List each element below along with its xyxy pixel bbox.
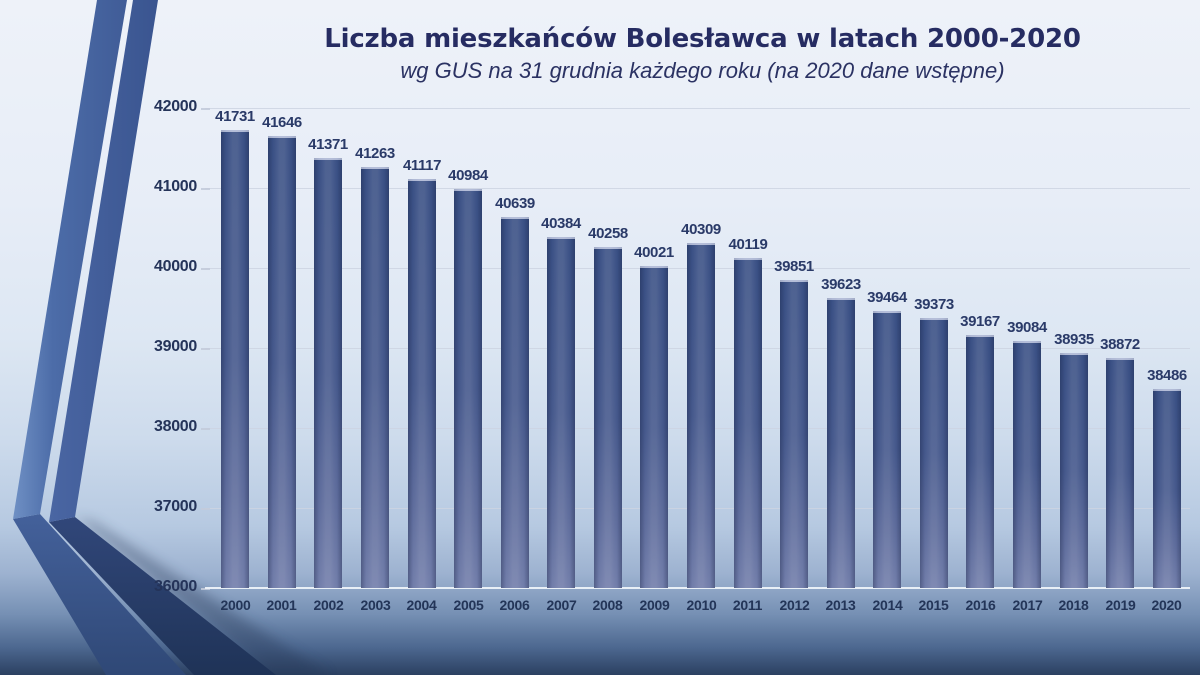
bar-value-label-2006: 40639 xyxy=(495,195,535,212)
x-axis-label-2007: 2007 xyxy=(546,597,577,613)
x-axis-label-2004: 2004 xyxy=(406,597,437,613)
x-axis-line xyxy=(205,587,1190,589)
bar-value-label-2018: 38935 xyxy=(1054,331,1094,348)
y-axis-label-40000: 40000 xyxy=(154,258,197,275)
y-axis-label-38000: 38000 xyxy=(154,418,197,435)
x-axis-label-2010: 2010 xyxy=(686,597,717,613)
x-axis-label-2013: 2013 xyxy=(825,597,856,613)
ribbon-decoration xyxy=(13,0,330,675)
bar-value-label-2020: 38486 xyxy=(1147,367,1187,384)
x-axis-label-2008: 2008 xyxy=(592,597,623,613)
x-axis-label-2018: 2018 xyxy=(1058,597,1089,613)
x-axis-label-2006: 2006 xyxy=(499,597,530,613)
bar-value-label-2019: 38872 xyxy=(1100,336,1140,353)
bar-2019 xyxy=(1106,358,1134,588)
bar-2011 xyxy=(734,258,762,588)
x-axis-label-2003: 2003 xyxy=(360,597,391,613)
bar-value-label-2011: 40119 xyxy=(728,236,768,253)
x-axis-label-2002: 2002 xyxy=(313,597,344,613)
x-axis-label-2020: 2020 xyxy=(1151,597,1182,613)
bar-value-label-2000: 41731 xyxy=(215,108,255,125)
bar-value-label-2002: 41371 xyxy=(308,136,348,153)
bar-2012 xyxy=(780,280,808,588)
bar-value-label-2015: 39373 xyxy=(914,296,954,313)
bar-value-label-2017: 39084 xyxy=(1007,319,1047,336)
bar-2002 xyxy=(314,158,342,588)
x-axis-label-2014: 2014 xyxy=(872,597,903,613)
bar-value-label-2008: 40258 xyxy=(588,225,628,242)
bar-2001 xyxy=(268,136,296,588)
gridline-42000 xyxy=(205,108,1190,109)
y-axis-tick-39000 xyxy=(201,348,210,350)
bar-value-label-2005: 40984 xyxy=(448,167,488,184)
bar-value-label-2003: 41263 xyxy=(355,145,395,162)
bar-2017 xyxy=(1013,341,1041,588)
bar-2015 xyxy=(920,318,948,588)
bar-2014 xyxy=(873,311,901,588)
ribbon-upper-stripe-1 xyxy=(13,0,127,519)
bar-2007 xyxy=(547,237,575,588)
bar-value-label-2007: 40384 xyxy=(541,215,581,232)
x-axis-label-2019: 2019 xyxy=(1105,597,1136,613)
bar-value-label-2013: 39623 xyxy=(821,276,861,293)
y-axis-tick-41000 xyxy=(201,188,210,190)
x-axis-label-2015: 2015 xyxy=(918,597,949,613)
bar-2005 xyxy=(454,189,482,588)
bar-2000 xyxy=(221,130,249,588)
x-axis-label-2012: 2012 xyxy=(779,597,810,613)
y-axis-tick-36000 xyxy=(201,588,210,590)
chart-subtitle: wg GUS na 31 grudnia każdego roku (na 20… xyxy=(400,58,1005,83)
x-axis-label-2009: 2009 xyxy=(639,597,670,613)
bar-2009 xyxy=(640,266,668,588)
x-axis-label-2001: 2001 xyxy=(266,597,297,613)
bar-value-label-2004: 41117 xyxy=(402,157,442,174)
bar-value-label-2012: 39851 xyxy=(774,258,814,275)
y-axis-tick-37000 xyxy=(201,508,210,510)
bar-value-label-2016: 39167 xyxy=(960,313,1000,330)
y-axis-tick-40000 xyxy=(201,268,210,270)
ribbon-lower-stripe-2 xyxy=(49,517,276,675)
bar-2004 xyxy=(408,179,436,588)
y-axis-label-42000: 42000 xyxy=(154,98,197,115)
ribbon-upper-stripe-2 xyxy=(49,0,158,522)
bar-2016 xyxy=(966,335,994,588)
y-axis-tick-38000 xyxy=(201,428,210,430)
bar-value-label-2001: 41646 xyxy=(262,114,302,131)
bar-2008 xyxy=(594,247,622,588)
y-axis-label-39000: 39000 xyxy=(154,338,197,355)
bar-value-label-2014: 39464 xyxy=(867,289,907,306)
y-axis-tick-42000 xyxy=(201,108,210,110)
chart-title: Liczba mieszkańców Bolesławca w latach 2… xyxy=(324,24,1081,54)
bar-value-label-2009: 40021 xyxy=(634,244,674,261)
bar-2006 xyxy=(501,217,529,588)
bar-2018 xyxy=(1060,353,1088,588)
ribbon-lower-stripe-1 xyxy=(13,514,186,675)
x-axis-label-2016: 2016 xyxy=(965,597,996,613)
x-axis-label-2017: 2017 xyxy=(1012,597,1043,613)
x-axis-label-2000: 2000 xyxy=(220,597,251,613)
x-axis-label-2005: 2005 xyxy=(453,597,484,613)
bar-2020 xyxy=(1153,389,1181,588)
x-axis-label-2011: 2011 xyxy=(732,597,763,613)
bar-2010 xyxy=(687,243,715,588)
bar-value-label-2010: 40309 xyxy=(681,221,721,238)
y-axis-label-37000: 37000 xyxy=(154,498,197,515)
y-axis-label-41000: 41000 xyxy=(154,178,197,195)
bar-2013 xyxy=(827,298,855,588)
gridline-41000 xyxy=(205,188,1190,189)
bar-2003 xyxy=(361,167,389,588)
y-axis-label-36000: 36000 xyxy=(154,578,197,595)
ribbon-shadow xyxy=(75,517,330,675)
